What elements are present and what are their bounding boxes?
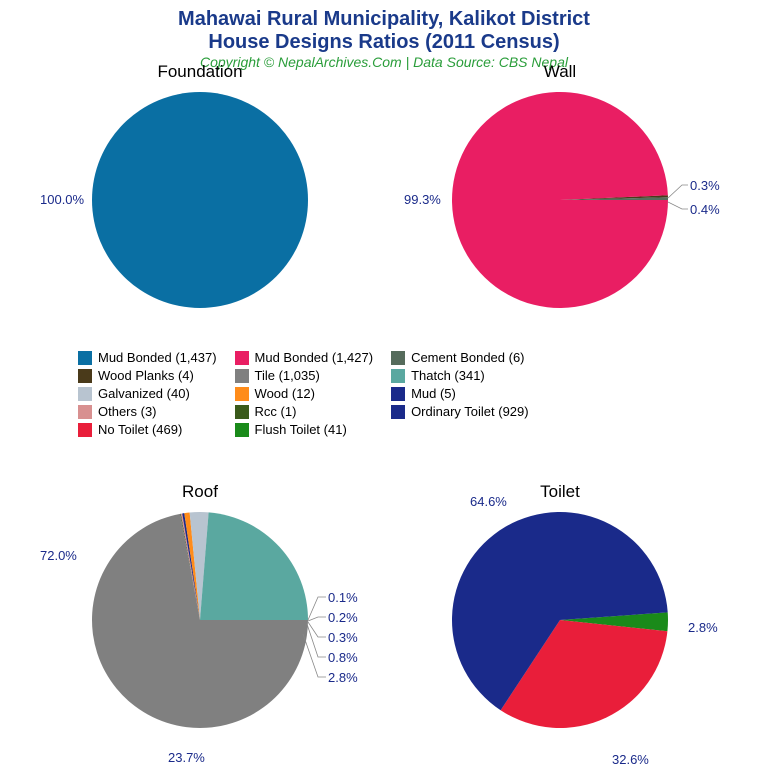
legend-swatch bbox=[235, 369, 249, 383]
toilet-pct-1: 2.8% bbox=[688, 620, 718, 635]
legend-swatch bbox=[235, 423, 249, 437]
legend-item: Mud Bonded (1,437) bbox=[78, 350, 217, 365]
legend-swatch bbox=[235, 387, 249, 401]
legend: Mud Bonded (1,437) Wood Planks (4) Galvani… bbox=[78, 350, 530, 437]
legend-label: Rcc (1) bbox=[255, 404, 297, 419]
roof-pct-2: 0.1% bbox=[328, 590, 358, 605]
legend-swatch bbox=[391, 369, 405, 383]
roof-pct-5: 0.8% bbox=[328, 650, 358, 665]
toilet-pct-0: 64.6% bbox=[470, 494, 507, 509]
roof-pct-0: 72.0% bbox=[40, 548, 77, 563]
legend-swatch bbox=[391, 405, 405, 419]
legend-item: Thatch (341) bbox=[391, 368, 530, 383]
legend-label: Others (3) bbox=[98, 404, 157, 419]
legend-item: Rcc (1) bbox=[235, 404, 374, 419]
legend-swatch bbox=[78, 351, 92, 365]
legend-label: Wood (12) bbox=[255, 386, 315, 401]
legend-label: Wood Planks (4) bbox=[98, 368, 194, 383]
wall-pct-2: 0.4% bbox=[690, 202, 720, 217]
title-block: Mahawai Rural Municipality, Kalikot Dist… bbox=[0, 0, 768, 70]
legend-swatch bbox=[235, 405, 249, 419]
legend-item: Cement Bonded (6) bbox=[391, 350, 530, 365]
legend-swatch bbox=[391, 351, 405, 365]
legend-swatch bbox=[391, 387, 405, 401]
roof-pct-6: 2.8% bbox=[328, 670, 358, 685]
legend-label: Mud (5) bbox=[411, 386, 456, 401]
legend-swatch bbox=[78, 387, 92, 401]
roof-pct-1: 23.7% bbox=[168, 750, 205, 765]
legend-item: Mud Bonded (1,427) bbox=[235, 350, 374, 365]
legend-label: Flush Toilet (41) bbox=[255, 422, 347, 437]
roof-pct-4: 0.3% bbox=[328, 630, 358, 645]
legend-label: Thatch (341) bbox=[411, 368, 485, 383]
legend-item: Tile (1,035) bbox=[235, 368, 374, 383]
legend-item: No Toilet (469) bbox=[78, 422, 217, 437]
legend-swatch bbox=[235, 351, 249, 365]
toilet-pct-2: 32.6% bbox=[612, 752, 649, 767]
legend-item: Mud (5) bbox=[391, 386, 530, 401]
main-title-line2: House Designs Ratios (2011 Census) bbox=[0, 31, 768, 54]
foundation-title: Foundation bbox=[100, 62, 300, 82]
wall-pct-1: 0.3% bbox=[690, 178, 720, 193]
wall-title: Wall bbox=[460, 62, 660, 82]
legend-label: Mud Bonded (1,437) bbox=[98, 350, 217, 365]
wall-pct-0: 99.3% bbox=[404, 192, 441, 207]
legend-label: Galvanized (40) bbox=[98, 386, 190, 401]
legend-swatch bbox=[78, 369, 92, 383]
roof-pct-3: 0.2% bbox=[328, 610, 358, 625]
legend-item: Wood (12) bbox=[235, 386, 374, 401]
legend-item: Ordinary Toilet (929) bbox=[391, 404, 530, 419]
main-title-line1: Mahawai Rural Municipality, Kalikot Dist… bbox=[0, 8, 768, 31]
legend-swatch bbox=[78, 423, 92, 437]
legend-label: Ordinary Toilet (929) bbox=[411, 404, 529, 419]
legend-label: Tile (1,035) bbox=[255, 368, 320, 383]
legend-label: Cement Bonded (6) bbox=[411, 350, 524, 365]
legend-item: Galvanized (40) bbox=[78, 386, 217, 401]
legend-swatch bbox=[78, 405, 92, 419]
foundation-pct-0: 100.0% bbox=[40, 192, 84, 207]
legend-label: No Toilet (469) bbox=[98, 422, 182, 437]
legend-label: Mud Bonded (1,427) bbox=[255, 350, 374, 365]
legend-item: Wood Planks (4) bbox=[78, 368, 217, 383]
roof-title: Roof bbox=[100, 482, 300, 502]
legend-item: Flush Toilet (41) bbox=[235, 422, 374, 437]
legend-item: Others (3) bbox=[78, 404, 217, 419]
